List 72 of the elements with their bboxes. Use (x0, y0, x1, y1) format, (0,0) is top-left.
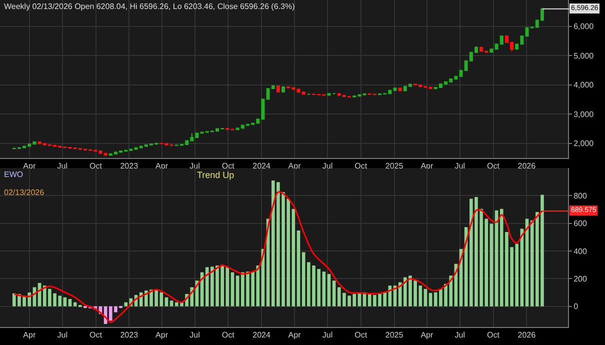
text: 02/13/2026 (4, 188, 45, 197)
annotation: Trend Up (197, 170, 234, 180)
y-tick-label: 2,000 (574, 139, 594, 148)
x-tick-label: Apr (156, 162, 168, 171)
y-tick-label: 400 (574, 246, 588, 256)
x-tick-label: 2023 (120, 330, 139, 340)
bar (424, 288, 428, 306)
x-tick-label: 2025 (385, 162, 404, 171)
bar (226, 267, 230, 306)
x-tick-label: Jul (454, 162, 466, 171)
y-tick-label: 800 (574, 191, 588, 200)
bar (160, 292, 164, 306)
x-tick-label: Oct (487, 162, 500, 171)
bar (296, 230, 300, 306)
x-tick-label: Oct (487, 330, 500, 340)
x-tick-label: Jul (57, 330, 68, 340)
bar (322, 272, 326, 306)
x-tick-label: 2024 (252, 330, 271, 340)
candlestick (226, 128, 230, 130)
x-tick-label: Apr (288, 330, 302, 340)
bar (327, 274, 331, 306)
candlestick (428, 86, 432, 90)
x-tick-label: Apr (23, 330, 36, 340)
bar (164, 297, 168, 306)
x-tick-label: Apr (23, 162, 36, 171)
bar (124, 302, 128, 306)
bar (68, 298, 72, 306)
candlestick (282, 86, 286, 93)
bar (73, 302, 77, 306)
chart-title: Weekly 02/13/2026 Open 6208.04, Hi 6596.26, Lo 6203.46, Close 6596.26 (6.3%) (4, 2, 296, 11)
y-tick-label: 6,000 (574, 22, 594, 32)
y-tick-label: 600 (574, 219, 588, 228)
y-tick-label: 0 (574, 302, 579, 312)
x-tick-label: 2023 (120, 162, 139, 171)
x-tick-label: Oct (222, 162, 236, 171)
y-tick-label: 200 (574, 274, 588, 284)
x-tick-label: Apr (420, 330, 434, 340)
bar (332, 280, 336, 306)
x-tick-label: 2024 (252, 162, 271, 171)
bar (236, 276, 240, 306)
bar (302, 252, 306, 306)
x-tick-label: Jul (57, 162, 68, 171)
y-tick-label: 3,000 (574, 110, 594, 119)
x-tick-label: 2026 (518, 330, 536, 340)
x-tick-label: Apr (420, 162, 434, 171)
bar (292, 208, 296, 306)
x-tick-label: Oct (90, 330, 103, 340)
x-tick-label: Oct (90, 162, 103, 171)
bar (490, 224, 494, 306)
bar (63, 297, 67, 306)
x-tick-label: 2026 (518, 162, 536, 171)
x-tick-label: Jul (322, 162, 333, 171)
bar (170, 300, 174, 306)
candlestick (362, 92, 366, 96)
y-tick-label: 5,000 (574, 51, 594, 60)
x-tick-label: Oct (354, 330, 368, 340)
y-tick-label: 4,000 (574, 80, 594, 90)
candlestick (276, 85, 280, 93)
x-tick-label: Jul (190, 162, 200, 171)
x-tick-label: Jul (322, 330, 333, 340)
x-tick-label: Oct (222, 330, 236, 340)
candlestick (327, 92, 331, 96)
bar (428, 292, 432, 306)
bar (230, 272, 234, 306)
candlestick (398, 87, 402, 92)
x-tick-label: Apr (156, 330, 168, 340)
candlestick (490, 48, 494, 54)
chart-title: EWO (4, 170, 24, 179)
x-tick-label: Jul (190, 330, 200, 340)
x-tick-label: Jul (454, 330, 466, 340)
x-tick-label: Oct (354, 162, 368, 171)
x-tick-label: 2025 (385, 330, 404, 340)
